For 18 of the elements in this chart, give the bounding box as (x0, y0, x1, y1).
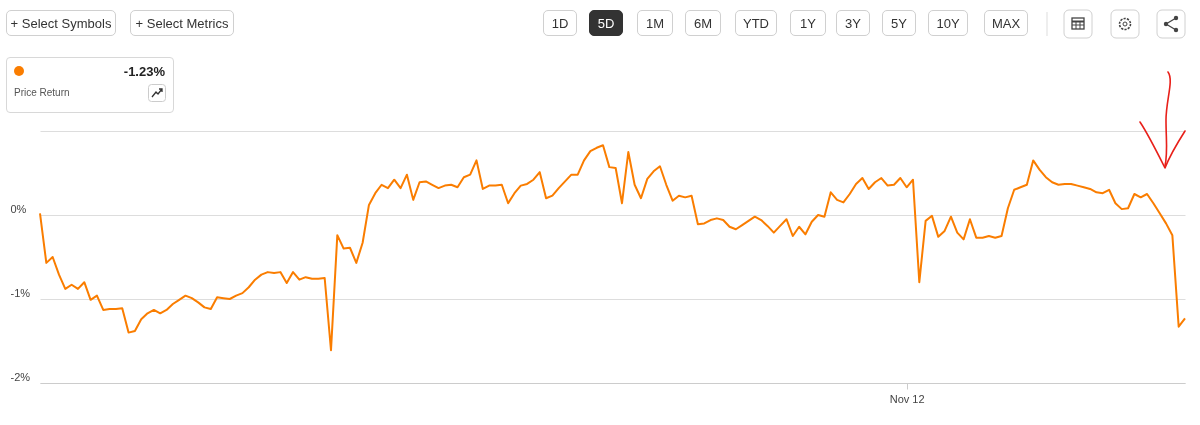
text: 10Y (928, 10, 968, 36)
text: + Select Metrics (130, 10, 234, 36)
y-tick-label: 0% (10, 202, 27, 215)
text: 5Y (882, 10, 916, 36)
text: 3Y (836, 10, 870, 36)
text: 5D (589, 10, 623, 36)
text: 1Y (790, 10, 826, 36)
text: YTD (735, 10, 777, 36)
text: 1D (543, 10, 577, 36)
text: Price Return (14, 87, 70, 98)
text: -1.23% (123, 64, 165, 79)
x-tick-label: Nov 12 (889, 392, 925, 405)
text: 1M (637, 10, 673, 36)
text: 6M (685, 10, 721, 36)
text: MAX (984, 10, 1028, 36)
y-tick-label: -1% (10, 286, 31, 299)
y-tick-label: -2% (10, 370, 31, 383)
text: + Select Symbols (6, 10, 116, 36)
